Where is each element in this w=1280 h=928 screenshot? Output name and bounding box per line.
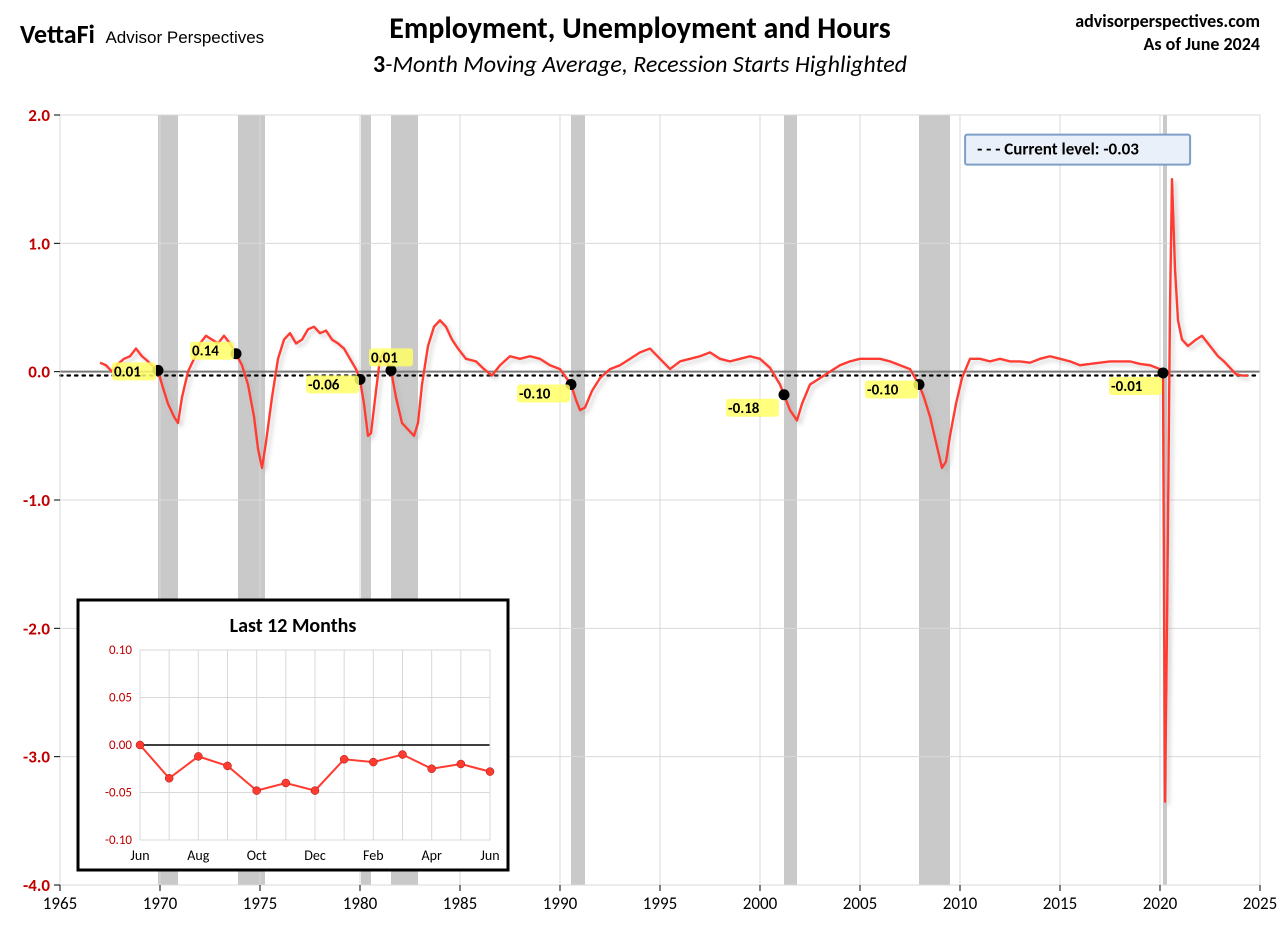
svg-text:1975: 1975 bbox=[243, 893, 277, 914]
chart-title: Employment, Unemployment and Hours bbox=[0, 10, 1280, 47]
svg-text:-0.18: -0.18 bbox=[728, 400, 760, 418]
svg-text:- - - Current level: -0.03: - - - Current level: -0.03 bbox=[977, 139, 1139, 160]
svg-text:0.05: 0.05 bbox=[109, 691, 132, 706]
svg-text:0.01: 0.01 bbox=[114, 363, 141, 381]
svg-text:-0.10: -0.10 bbox=[105, 833, 132, 848]
svg-text:Apr: Apr bbox=[421, 847, 441, 864]
svg-text:0.0: 0.0 bbox=[28, 362, 50, 383]
svg-text:1990: 1990 bbox=[543, 893, 578, 914]
svg-text:2000: 2000 bbox=[743, 893, 778, 914]
svg-text:2025: 2025 bbox=[1243, 893, 1277, 914]
svg-text:Aug: Aug bbox=[187, 847, 209, 864]
svg-text:Jun: Jun bbox=[480, 847, 499, 864]
svg-text:-0.06: -0.06 bbox=[308, 376, 340, 394]
svg-text:0.00: 0.00 bbox=[109, 738, 132, 753]
svg-text:1970: 1970 bbox=[143, 893, 178, 914]
svg-text:-2.0: -2.0 bbox=[23, 618, 50, 639]
svg-text:Jun: Jun bbox=[130, 847, 149, 864]
svg-text:-0.01: -0.01 bbox=[1111, 378, 1143, 396]
svg-text:Dec: Dec bbox=[304, 847, 326, 864]
svg-text:1985: 1985 bbox=[443, 893, 477, 914]
main-chart: -4.0-3.0-2.0-1.00.01.02.0196519701975198… bbox=[0, 0, 1280, 928]
svg-text:2005: 2005 bbox=[843, 893, 877, 914]
svg-text:Oct: Oct bbox=[247, 847, 267, 864]
svg-text:Last 12 Months: Last 12 Months bbox=[230, 614, 357, 638]
svg-text:0.10: 0.10 bbox=[109, 643, 132, 658]
svg-text:1995: 1995 bbox=[643, 893, 677, 914]
svg-text:1980: 1980 bbox=[343, 893, 378, 914]
svg-text:1965: 1965 bbox=[43, 893, 77, 914]
svg-text:Feb: Feb bbox=[363, 847, 384, 864]
svg-text:-1.0: -1.0 bbox=[23, 490, 50, 511]
svg-text:-3.0: -3.0 bbox=[23, 747, 50, 768]
chart-subtitle: 3-Month Moving Average, Recession Starts… bbox=[0, 50, 1280, 79]
svg-text:2020: 2020 bbox=[1143, 893, 1178, 914]
svg-text:2010: 2010 bbox=[943, 893, 978, 914]
svg-text:0.14: 0.14 bbox=[192, 343, 219, 361]
svg-text:-0.10: -0.10 bbox=[867, 382, 899, 400]
svg-text:2.0: 2.0 bbox=[28, 105, 50, 126]
svg-text:1.0: 1.0 bbox=[28, 233, 50, 254]
svg-text:-0.10: -0.10 bbox=[519, 386, 551, 404]
svg-text:0.01: 0.01 bbox=[371, 349, 398, 367]
svg-text:-0.05: -0.05 bbox=[105, 786, 132, 801]
svg-text:2015: 2015 bbox=[1043, 893, 1077, 914]
